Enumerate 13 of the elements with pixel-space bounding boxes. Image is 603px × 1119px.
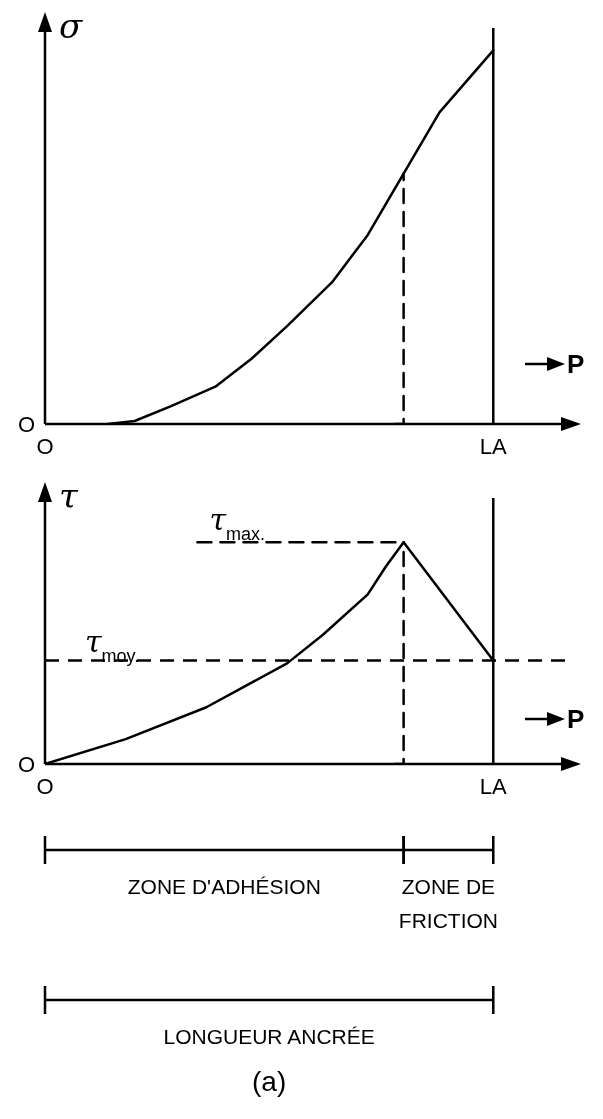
x-tick-label: LA: [479, 773, 508, 799]
text: P: [567, 704, 585, 734]
text: ZONE DE FRICTION: [397, 874, 499, 934]
y-axis-title: τ: [59, 476, 79, 516]
text: ZONE D'ADHÉSION: [127, 875, 321, 898]
y-axis-title: σ: [59, 6, 83, 46]
annotation: τ$_{max.}$: [209, 502, 266, 545]
text: O: [17, 752, 35, 777]
text: O: [17, 412, 35, 437]
text: (a): [251, 1066, 288, 1098]
x-tick-label: LA: [479, 433, 508, 459]
text: P: [567, 349, 585, 379]
text: LONGUEUR ANCRÉE: [162, 1024, 376, 1050]
